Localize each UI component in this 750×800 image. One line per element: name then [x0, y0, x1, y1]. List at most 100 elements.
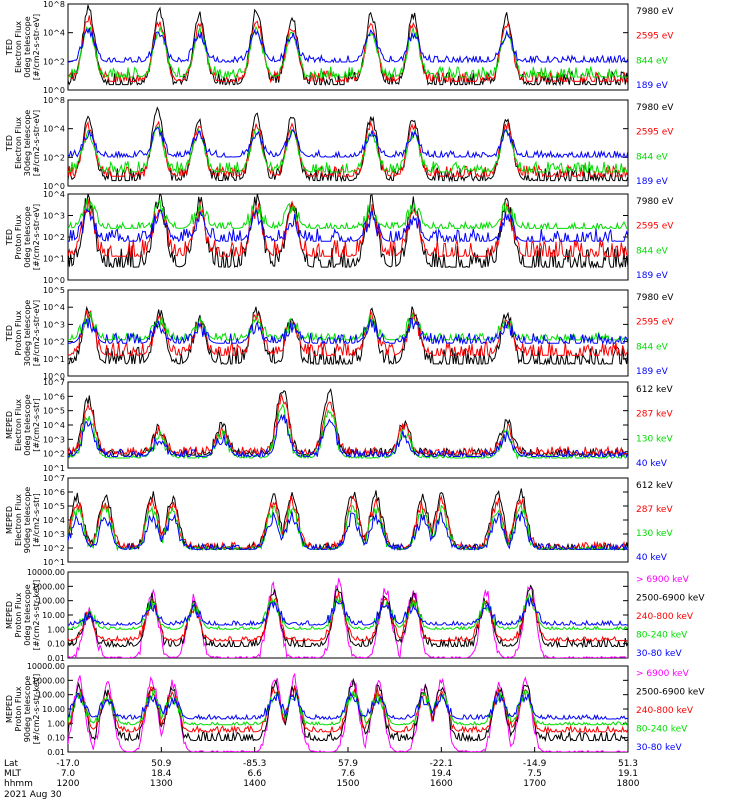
- y-tick-label: 10^6: [43, 488, 65, 497]
- legend-entry: 189 eV: [636, 177, 669, 187]
- y-axis-label: [#/cm2-s-str]: [32, 398, 41, 451]
- legend-entry: 844 eV: [636, 56, 669, 66]
- y-tick-label: 10^4: [43, 190, 65, 199]
- y-tick-label: 10^4: [43, 29, 65, 38]
- x-tick-lat: 57.9: [338, 759, 358, 769]
- y-axis-label: Electron Flux: [14, 117, 23, 169]
- y-tick-label: 10000.00: [27, 568, 65, 577]
- y-tick-label: 10^5: [43, 286, 65, 295]
- y-axis-label: Electron Flux: [14, 21, 23, 73]
- legend-entry: 30-80 keV: [636, 743, 682, 753]
- y-tick-label: 10^0: [43, 86, 65, 95]
- legend-entry: 7980 eV: [636, 103, 674, 113]
- y-axis-label: [#/cm2-s-str]: [32, 493, 41, 546]
- y-axis-label: MEPED: [5, 695, 14, 723]
- x-row-label: MLT: [4, 769, 22, 779]
- series-group: [68, 106, 628, 183]
- series-group: [68, 672, 628, 752]
- y-tick-label: 10^2: [43, 450, 65, 459]
- x-tick-hhmm: 1200: [57, 779, 80, 789]
- y-tick-label: 10^0: [43, 372, 65, 381]
- x-tick-mlt: 6.6: [248, 769, 263, 779]
- y-axis-label: [#/cm2-s-str-eV]: [32, 110, 41, 176]
- panel-frame: [67, 571, 629, 659]
- x-tick-lat: -22.1: [430, 759, 453, 769]
- panel-4: 10^5 10^4 10^3 10^2 10^1 10^0 TED Proton Flux 30…: [5, 286, 674, 381]
- y-tick-label: 10^4: [43, 303, 65, 312]
- series-line-3: [68, 126, 628, 174]
- series-line-4: [68, 687, 628, 727]
- y-axis-label: [#/cm2-s-str-keV]: [32, 580, 41, 651]
- x-tick-lat: -17.0: [56, 759, 80, 769]
- legend-entry: 7980 eV: [636, 293, 674, 303]
- panel-frame: [67, 289, 629, 377]
- panel-frame: [67, 3, 629, 91]
- y-tick-label: 10^7: [43, 474, 65, 483]
- y-tick-label: 1.00: [47, 625, 65, 634]
- y-tick-label: 10^4: [43, 421, 65, 430]
- legend-entry: 2500-6900 keV: [636, 594, 705, 604]
- y-axis-label: MEPED: [5, 506, 14, 534]
- series-line-3: [68, 686, 628, 734]
- y-tick-label: 0.01: [47, 748, 65, 757]
- series-line-4: [68, 208, 628, 244]
- y-tick-label: 10^7: [43, 378, 65, 387]
- y-tick-label: 10^8: [43, 0, 65, 9]
- legend-entry: 40 keV: [636, 459, 668, 469]
- y-tick-label: 10^1: [43, 255, 65, 264]
- panel-frame: [67, 99, 629, 187]
- panel-7: 10000.00 1000.00 100.00 10.00 1.00 0.10 0.01 ME…: [5, 568, 705, 663]
- series-line-5: [68, 597, 628, 627]
- y-axis-label: [#/cm2-s-str-eV]: [32, 300, 41, 366]
- legend-entry: > 6900 keV: [636, 669, 690, 679]
- x-tick-lat: -14.9: [523, 759, 547, 769]
- legend-entry: 130 keV: [636, 434, 673, 444]
- legend-entry: 844 eV: [636, 152, 669, 162]
- y-tick-label: 10.00: [42, 705, 65, 714]
- series-line-3: [68, 198, 628, 231]
- y-tick-label: 10^2: [43, 57, 65, 66]
- y-tick-label: 10^1: [43, 558, 65, 567]
- x-tick-hhmm: 1700: [523, 779, 546, 789]
- y-axis-label: [#/cm2-s-str-keV]: [32, 674, 41, 745]
- x-tick-lat: 50.9: [151, 759, 171, 769]
- y-tick-label: 10^6: [43, 392, 65, 401]
- y-tick-label: 10^1: [43, 355, 65, 364]
- series-group: [68, 578, 628, 658]
- series-line-4: [68, 127, 628, 159]
- legend-entry: 189 eV: [636, 81, 669, 91]
- y-tick-label: 100.00: [37, 691, 65, 700]
- y-tick-label: 100.00: [37, 597, 65, 606]
- y-tick-label: 10000.00: [27, 662, 65, 671]
- y-axis-label: 0deg telescope: [23, 16, 32, 77]
- legend-entry: 2595 eV: [636, 318, 674, 328]
- legend-entry: 40 keV: [636, 553, 668, 563]
- series-group: [68, 387, 628, 461]
- series-line-4: [68, 27, 628, 64]
- series-line-5: [68, 691, 628, 721]
- series-group: [68, 305, 628, 366]
- legend-entry: 189 eV: [636, 271, 669, 281]
- x-tick-mlt: 7.6: [341, 769, 356, 779]
- legend-entry: 240-800 keV: [636, 706, 694, 716]
- y-axis-label: [#/cm2-s-str-eV]: [32, 204, 41, 270]
- date-label: 2021 Aug 30: [4, 790, 62, 800]
- panel-6: 10^7 10^6 10^5 10^4 10^3 10^2 10^1 MEPED Electro…: [5, 474, 673, 567]
- x-tick-lat: 51.3: [618, 759, 638, 769]
- y-tick-label: 10^0: [43, 276, 65, 285]
- y-tick-label: 10^3: [43, 435, 65, 444]
- y-axis-label: Proton Flux: [14, 592, 23, 637]
- series-line-1: [68, 194, 628, 269]
- series-line-2: [68, 393, 628, 456]
- legend-entry: 612 keV: [636, 385, 673, 395]
- x-tick-mlt: 19.1: [618, 769, 638, 779]
- x-row-label: hhmm: [4, 779, 33, 789]
- y-tick-label: 1000.00: [32, 676, 65, 685]
- y-axis-label: Electron Flux: [14, 494, 23, 546]
- x-row-label: Lat: [4, 759, 19, 769]
- y-tick-label: 1000.00: [32, 582, 65, 591]
- series-line-1: [68, 4, 628, 87]
- y-tick-label: 10^2: [43, 233, 65, 242]
